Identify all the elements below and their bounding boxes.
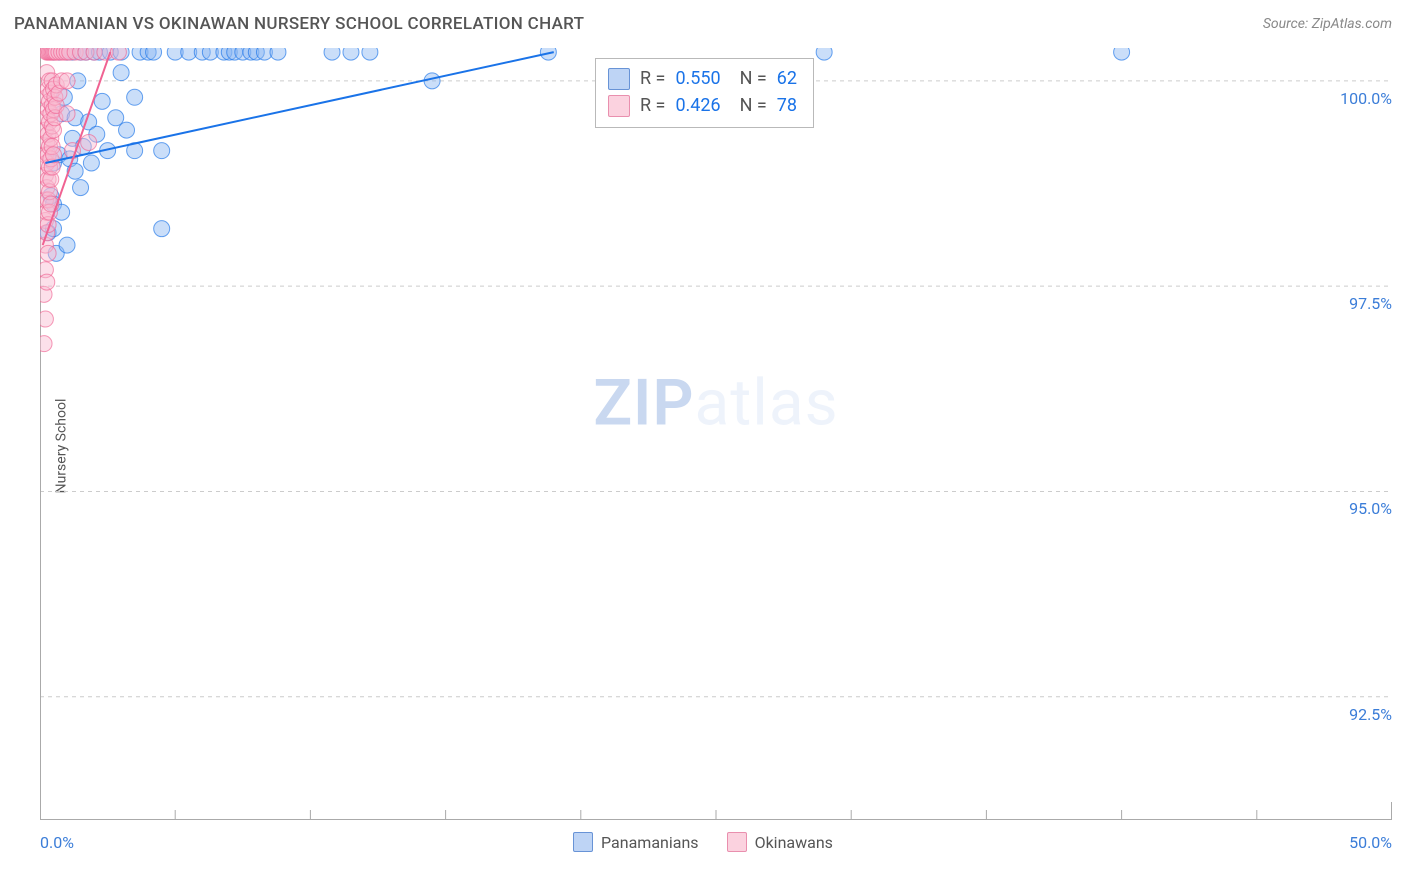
stats-n-label: N = — [731, 92, 767, 119]
y-tick-label: 100.0% — [1340, 89, 1392, 108]
chart-title: PANAMANIAN VS OKINAWAN NURSERY SCHOOL CO… — [14, 14, 584, 34]
source-label: Source: ZipAtlas.com — [1263, 16, 1392, 32]
stats-n-value: 78 — [777, 92, 797, 119]
stats-r-value: 0.426 — [675, 92, 720, 119]
correlation-stats-box: R = 0.550 N = 62R = 0.426 N = 78 — [595, 58, 814, 128]
stats-r-label: R = — [640, 65, 665, 92]
series-okinawans — [40, 48, 126, 352]
stats-r-value: 0.550 — [675, 65, 720, 92]
series-panamanians — [40, 48, 1129, 261]
scatter-plot-svg — [40, 48, 1392, 820]
x-max-label: 50.0% — [1349, 833, 1392, 852]
plot-area: ZIPatlas R = 0.550 N = 62R = 0.426 N = 7… — [40, 48, 1392, 820]
y-tick-label: 95.0% — [1349, 499, 1392, 518]
stats-row-panamanians: R = 0.550 N = 62 — [608, 65, 797, 92]
stats-n-label: N = — [731, 65, 767, 92]
stats-r-label: R = — [640, 92, 665, 119]
x-axis-labels: 0.0% 50.0% — [40, 828, 1392, 856]
x-min-label: 0.0% — [40, 833, 74, 852]
stats-row-okinawans: R = 0.426 N = 78 — [608, 92, 797, 119]
chart-container: PANAMANIAN VS OKINAWAN NURSERY SCHOOL CO… — [0, 0, 1406, 892]
stats-swatch — [608, 68, 630, 90]
y-tick-label: 97.5% — [1349, 294, 1392, 313]
stats-swatch — [608, 95, 630, 117]
stats-n-value: 62 — [777, 65, 797, 92]
title-bar: PANAMANIAN VS OKINAWAN NURSERY SCHOOL CO… — [0, 0, 1406, 48]
y-tick-label: 92.5% — [1349, 705, 1392, 724]
